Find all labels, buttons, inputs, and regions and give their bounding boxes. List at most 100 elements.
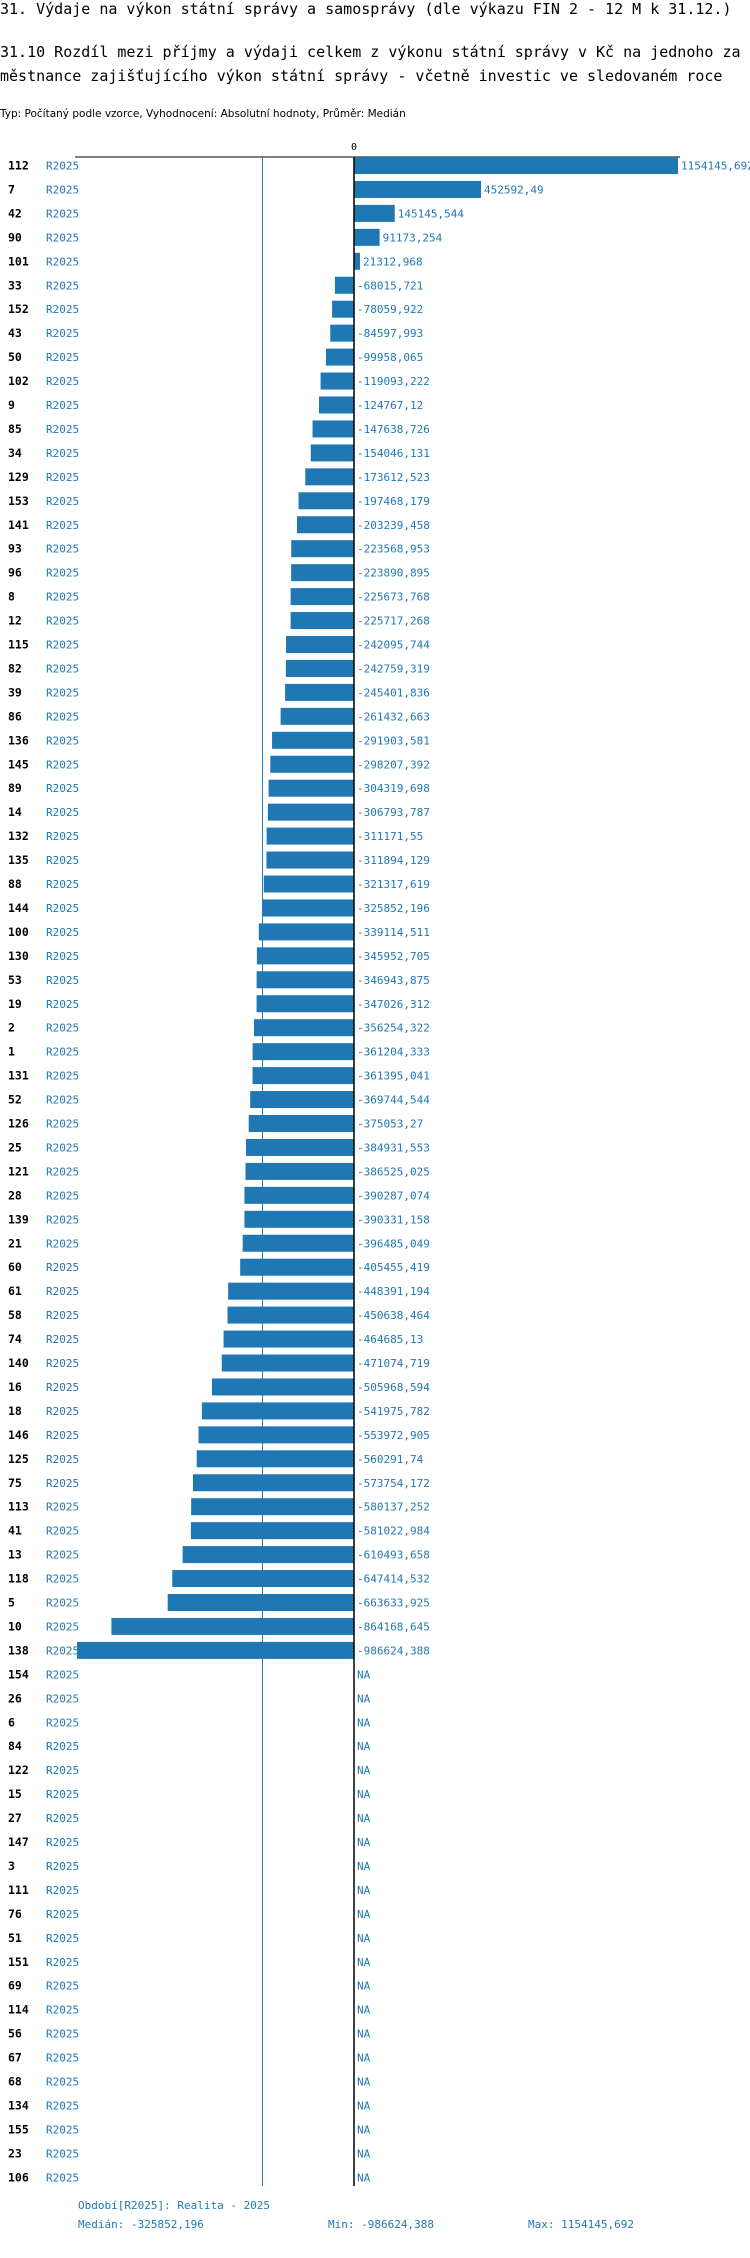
series-label: R2025 — [46, 1333, 79, 1346]
value-label: NA — [357, 1836, 371, 1849]
series-label: R2025 — [46, 1740, 79, 1753]
value-label: NA — [357, 1740, 371, 1753]
bar — [296, 516, 354, 534]
series-label: R2025 — [46, 1261, 79, 1274]
series-label: R2025 — [46, 567, 79, 580]
category-label: 129 — [8, 470, 29, 484]
bar — [253, 1019, 354, 1037]
footer-period: Období[R2025]: Realita - 2025 — [78, 2199, 271, 2212]
value-label: -390287,074 — [357, 1189, 430, 1202]
category-label: 23 — [8, 2146, 22, 2160]
category-label: 121 — [8, 1164, 29, 1178]
category-label: 113 — [8, 1500, 29, 1514]
value-label: -325852,196 — [357, 902, 430, 915]
series-label: R2025 — [46, 1597, 79, 1610]
value-label: NA — [357, 1668, 371, 1681]
category-label: 126 — [8, 1117, 29, 1131]
value-label: NA — [357, 1764, 371, 1777]
bar — [290, 612, 354, 630]
category-label: 27 — [8, 1811, 22, 1825]
series-label: R2025 — [46, 1213, 79, 1226]
bar — [285, 683, 354, 701]
series-label: R2025 — [46, 1429, 79, 1442]
value-label: NA — [357, 1788, 371, 1801]
value-label: -464685,13 — [357, 1333, 423, 1346]
value-label: NA — [357, 1884, 371, 1897]
bar — [263, 875, 354, 893]
category-label: 155 — [8, 2122, 29, 2136]
value-label: -369744,544 — [357, 1094, 430, 1107]
bar — [354, 157, 678, 174]
category-label: 134 — [8, 2098, 29, 2112]
category-label: 154 — [8, 1667, 29, 1681]
bar — [167, 1594, 354, 1611]
category-label: 52 — [8, 1093, 22, 1107]
value-label: -68015,721 — [357, 279, 423, 292]
series-label: R2025 — [46, 2099, 79, 2112]
value-label: -173612,523 — [357, 471, 430, 484]
bar — [244, 1186, 354, 1204]
value-label: -361204,333 — [357, 1046, 430, 1059]
value-label: -864168,645 — [357, 1620, 430, 1633]
bar — [223, 1330, 354, 1348]
value-label: NA — [357, 2099, 371, 2112]
series-label: R2025 — [46, 1692, 79, 1705]
value-label: NA — [357, 1980, 371, 1993]
series-label: R2025 — [46, 1094, 79, 1107]
bar — [240, 1258, 354, 1276]
bar — [298, 492, 354, 510]
category-label: 53 — [8, 973, 22, 987]
category-label: 25 — [8, 1140, 22, 1154]
bar — [248, 1115, 354, 1132]
value-label: -581022,984 — [357, 1525, 430, 1538]
category-label: 86 — [8, 709, 22, 723]
value-label: -356254,322 — [357, 1022, 430, 1035]
value-label: -450638,464 — [357, 1309, 430, 1322]
category-label: 41 — [8, 1524, 22, 1538]
category-label: 140 — [8, 1356, 29, 1370]
category-label: 61 — [8, 1284, 22, 1298]
value-label: -291903,581 — [357, 734, 430, 747]
category-label: 145 — [8, 757, 29, 771]
category-label: 76 — [8, 1907, 22, 1921]
bar — [290, 588, 354, 606]
bar — [227, 1306, 354, 1324]
series-label: R2025 — [46, 1381, 79, 1394]
chart-type-info: Typ: Počítaný podle vzorce, Vyhodnocení:… — [0, 108, 406, 120]
value-label: -321317,619 — [357, 878, 430, 891]
bar — [252, 1043, 354, 1061]
bar — [354, 180, 482, 198]
bar — [318, 396, 354, 414]
category-label: 115 — [8, 638, 29, 652]
bar — [354, 228, 380, 246]
bar — [272, 731, 354, 749]
category-label: 88 — [8, 877, 22, 891]
series-label: R2025 — [46, 495, 79, 508]
category-label: 26 — [8, 1691, 22, 1705]
series-label: R2025 — [46, 854, 79, 867]
bar — [252, 1067, 354, 1085]
category-label: 6 — [8, 1715, 15, 1729]
bar — [245, 1162, 354, 1180]
category-label: 5 — [8, 1596, 15, 1610]
series-label: R2025 — [46, 351, 79, 364]
value-label: -390331,158 — [357, 1213, 430, 1226]
value-label: -471074,719 — [357, 1357, 430, 1370]
value-label: NA — [357, 1812, 371, 1825]
category-label: 51 — [8, 1931, 22, 1945]
category-label: 146 — [8, 1428, 29, 1442]
category-label: 106 — [8, 2170, 29, 2184]
bar — [244, 1210, 354, 1228]
series-label: R2025 — [46, 710, 79, 723]
series-label: R2025 — [46, 303, 79, 316]
series-label: R2025 — [46, 543, 79, 556]
series-label: R2025 — [46, 2147, 79, 2160]
series-label: R2025 — [46, 686, 79, 699]
value-label: NA — [357, 2147, 371, 2160]
value-label: -304319,698 — [357, 782, 430, 795]
value-label: 452592,49 — [484, 183, 544, 196]
bar — [332, 300, 354, 318]
bar — [291, 540, 354, 558]
category-label: 60 — [8, 1260, 22, 1274]
value-label: -306793,787 — [357, 806, 430, 819]
